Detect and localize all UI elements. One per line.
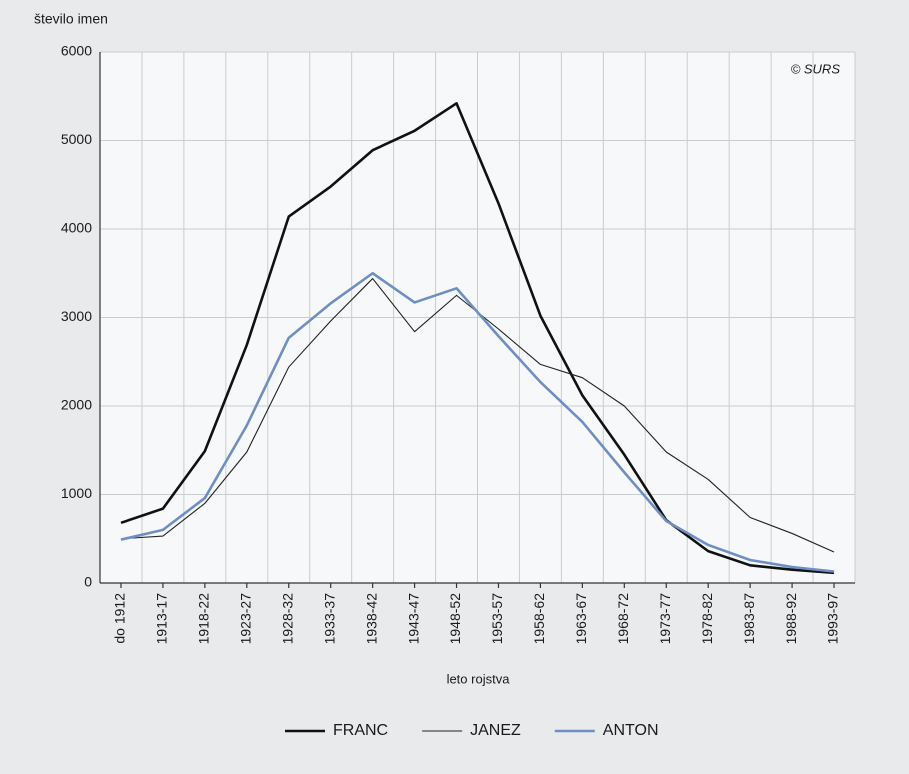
- y-tick-label: 0: [84, 574, 92, 590]
- x-tick-label: 1968-72: [615, 593, 631, 645]
- x-tick-label: 1938-42: [363, 593, 379, 645]
- y-tick-label: 1000: [61, 485, 92, 501]
- x-tick-label: 1948-52: [447, 593, 463, 645]
- y-tick-label: 5000: [61, 131, 92, 147]
- x-tick-label: 1918-22: [196, 593, 212, 645]
- x-tick-label: 1923-27: [238, 593, 254, 645]
- x-tick-label: 1973-77: [657, 593, 673, 645]
- x-tick-label: 1953-57: [489, 593, 505, 645]
- y-tick-label: 4000: [61, 220, 92, 236]
- y-tick-label: 3000: [61, 308, 92, 324]
- series-line: [120, 271, 835, 573]
- y-axis-label: število imen: [34, 11, 108, 27]
- annotation: © SURS: [791, 61, 841, 76]
- legend-label: FRANC: [333, 722, 388, 739]
- legend-label: JANEZ: [470, 722, 521, 739]
- x-tick-label: 1958-62: [531, 593, 547, 645]
- x-tick-label: 1963-67: [573, 593, 589, 645]
- y-tick-label: 6000: [61, 43, 92, 59]
- series-line: [120, 102, 835, 575]
- legend-label: ANTON: [603, 722, 659, 739]
- x-tick-label: 1943-47: [405, 593, 421, 645]
- x-tick-label: do 1912: [112, 593, 128, 644]
- y-tick-label: 2000: [61, 397, 92, 413]
- x-axis-label: leto rojstva: [447, 671, 511, 686]
- x-tick-label: 1928-32: [279, 593, 295, 645]
- x-tick-label: 1993-97: [825, 593, 841, 645]
- x-tick-label: 1978-82: [699, 593, 715, 645]
- x-tick-label: 1933-37: [321, 593, 337, 645]
- x-tick-label: 1913-17: [154, 593, 170, 645]
- x-tick-label: 1988-92: [783, 593, 799, 645]
- x-tick-label: 1983-87: [741, 593, 757, 645]
